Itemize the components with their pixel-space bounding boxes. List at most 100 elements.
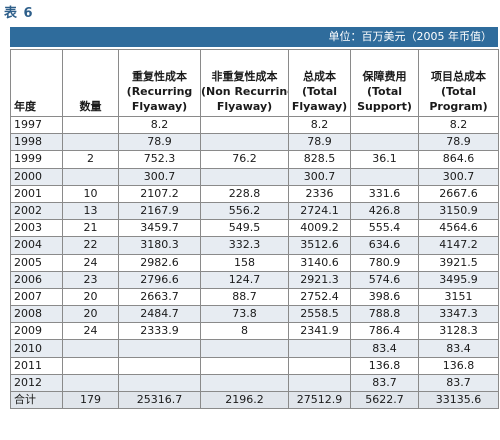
program-cell: 3347.3 <box>418 305 499 324</box>
year-cell: 2008 <box>10 305 63 324</box>
program-cell: 78.9 <box>418 133 499 152</box>
table-row: 2008 20 2484.7 73.8 2558.5 788.8 3347.3 <box>10 305 499 324</box>
program-cell: 2667.6 <box>418 184 499 203</box>
nonrecurring-cell: 76.2 <box>200 150 289 169</box>
header-total-flyaway: 总成本 (Total Flyaway) <box>288 49 351 117</box>
qty-cell: 20 <box>62 287 119 307</box>
total-row: 合计 179 25316.7 2196.2 27512.9 5622.7 33135.6 <box>10 390 499 410</box>
total-flyaway-cell: 2336 <box>288 184 351 203</box>
recurring-cell: 752.3 <box>118 150 201 169</box>
program-cell: 3151 <box>418 287 499 307</box>
qty-cell: 10 <box>62 184 119 203</box>
year-cell: 2001 <box>10 184 63 203</box>
table-row: 2009 24 2333.9 8 2341.9 786.4 3128.3 <box>10 322 499 341</box>
qty-cell: 20 <box>62 305 119 324</box>
table-row: 2003 21 3459.7 549.5 4009.2 555.4 4564.6 <box>10 219 499 238</box>
program-cell: 3495.9 <box>418 270 499 289</box>
table-row: 2011 136.8 136.8 <box>10 356 499 375</box>
table-row: 2001 10 2107.2 228.8 2336 331.6 2667.6 <box>10 184 499 203</box>
support-cell: 83.7 <box>350 373 419 393</box>
support-cell: 634.6 <box>350 236 419 255</box>
year-cell: 2002 <box>10 201 63 221</box>
support-cell <box>350 115 419 135</box>
recurring-cell: 8.2 <box>118 115 201 135</box>
total-qty-cell: 179 <box>62 390 119 410</box>
support-cell: 780.9 <box>350 253 419 272</box>
unit-note-bar: 单位：百万美元（2005 年币值） <box>10 27 498 47</box>
qty-cell <box>62 115 119 135</box>
year-cell: 2000 <box>10 167 63 186</box>
recurring-cell: 3459.7 <box>118 219 201 238</box>
nonrecurring-cell: 88.7 <box>200 287 289 307</box>
nonrecurring-cell <box>200 339 289 358</box>
recurring-cell: 78.9 <box>118 133 201 152</box>
table-row: 2007 20 2663.7 88.7 2752.4 398.6 3151 <box>10 287 499 307</box>
total-flyaway-cell: 2724.1 <box>288 201 351 221</box>
qty-cell: 22 <box>62 236 119 255</box>
header-recurring: 重复性成本 (Recurring Flyaway) <box>118 49 201 117</box>
program-cell: 136.8 <box>418 356 499 375</box>
nonrecurring-cell: 8 <box>200 322 289 341</box>
recurring-cell <box>118 356 201 375</box>
table-row: 2000 300.7 300.7 300.7 <box>10 167 499 186</box>
qty-cell <box>62 356 119 375</box>
year-cell: 2003 <box>10 219 63 238</box>
total-flyaway-cell: 8.2 <box>288 115 351 135</box>
program-cell: 3128.3 <box>418 322 499 341</box>
qty-cell: 2 <box>62 150 119 169</box>
cost-table: 年度 数量 重复性成本 (Recurring Flyaway) 非重复性成本 (… <box>10 49 499 410</box>
total-flyaway-cell <box>288 356 351 375</box>
nonrecurring-cell <box>200 373 289 393</box>
table-row: 2012 83.7 83.7 <box>10 373 499 393</box>
year-cell: 2009 <box>10 322 63 341</box>
qty-cell: 13 <box>62 201 119 221</box>
total-flyaway-cell: 78.9 <box>288 133 351 152</box>
table-row: 2004 22 3180.3 332.3 3512.6 634.6 4147.2 <box>10 236 499 255</box>
support-cell: 574.6 <box>350 270 419 289</box>
total-flyaway-cell: 3140.6 <box>288 253 351 272</box>
header-qty: 数量 <box>62 49 119 117</box>
table-row: 1999 2 752.3 76.2 828.5 36.1 864.6 <box>10 150 499 169</box>
nonrecurring-cell: 158 <box>200 253 289 272</box>
year-cell: 2004 <box>10 236 63 255</box>
table-row: 2002 13 2167.9 556.2 2724.1 426.8 3150.9 <box>10 201 499 221</box>
qty-cell <box>62 133 119 152</box>
support-cell: 36.1 <box>350 150 419 169</box>
program-cell: 864.6 <box>418 150 499 169</box>
nonrecurring-cell: 124.7 <box>200 270 289 289</box>
total-flyaway-cell: 2752.4 <box>288 287 351 307</box>
header-nonrecurring: 非重复性成本 (Non Recurring Flyaway) <box>200 49 289 117</box>
year-cell: 2007 <box>10 287 63 307</box>
program-cell: 83.4 <box>418 339 499 358</box>
table-row: 2005 24 2982.6 158 3140.6 780.9 3921.5 <box>10 253 499 272</box>
recurring-cell: 2663.7 <box>118 287 201 307</box>
total-year-cell: 合计 <box>10 390 63 410</box>
recurring-cell: 2333.9 <box>118 322 201 341</box>
nonrecurring-cell <box>200 167 289 186</box>
total-support-cell: 5622.7 <box>350 390 419 410</box>
support-cell: 788.8 <box>350 305 419 324</box>
qty-cell: 24 <box>62 322 119 341</box>
qty-cell <box>62 373 119 393</box>
recurring-cell: 2107.2 <box>118 184 201 203</box>
nonrecurring-cell <box>200 356 289 375</box>
nonrecurring-cell <box>200 133 289 152</box>
qty-cell: 24 <box>62 253 119 272</box>
support-cell <box>350 133 419 152</box>
nonrecurring-cell <box>200 115 289 135</box>
total-flyaway-cell: 3512.6 <box>288 236 351 255</box>
program-cell: 4147.2 <box>418 236 499 255</box>
total-nonrecurring-cell: 2196.2 <box>200 390 289 410</box>
recurring-cell <box>118 339 201 358</box>
program-cell: 8.2 <box>418 115 499 135</box>
total-flyaway-cell: 2558.5 <box>288 305 351 324</box>
recurring-cell: 300.7 <box>118 167 201 186</box>
year-cell: 1999 <box>10 150 63 169</box>
program-cell: 4564.6 <box>418 219 499 238</box>
total-program-cell: 33135.6 <box>418 390 499 410</box>
table-caption: 表 6 <box>4 6 34 21</box>
nonrecurring-cell: 549.5 <box>200 219 289 238</box>
table-row: 1998 78.9 78.9 78.9 <box>10 133 499 152</box>
year-cell: 2006 <box>10 270 63 289</box>
support-cell: 331.6 <box>350 184 419 203</box>
